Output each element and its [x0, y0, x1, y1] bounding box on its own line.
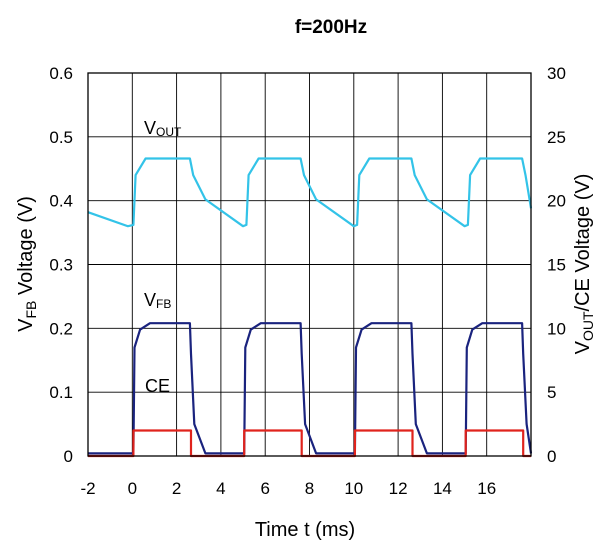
x-tick-label: -2 [80, 479, 95, 498]
chart-title: f=200Hz [295, 17, 367, 38]
x-tick-label: 16 [477, 479, 496, 498]
series-label-vout: VOUT [144, 118, 182, 139]
left-y-tick-label: 0.4 [49, 192, 73, 211]
left-y-tick-label: 0.6 [49, 64, 73, 83]
series-line-vout [87, 157, 533, 228]
left-y-tick-label: 0.3 [49, 256, 73, 275]
x-tick-label: 4 [216, 479, 225, 498]
right-y-tick-labels: 0 5 10 15 20 25 30 [547, 64, 566, 466]
x-tick-label: 0 [128, 479, 137, 498]
right-y-axis-label: VOUT/CE Voltage (V) [572, 174, 596, 355]
x-tick-labels: -2 0 2 4 6 8 10 12 14 16 [80, 479, 496, 498]
right-y-label-sub: OUT [580, 311, 596, 341]
series-labels: VOUT VFB CE [144, 118, 182, 396]
left-y-label-v: V [15, 318, 37, 332]
right-y-tick-label: 5 [547, 383, 556, 402]
x-tick-label: 2 [172, 479, 181, 498]
left-y-tick-label: 0.5 [49, 128, 73, 147]
left-y-tick-label: 0 [64, 447, 73, 466]
right-y-tick-label: 30 [547, 64, 566, 83]
right-y-tick-label: 10 [547, 319, 566, 338]
plot-frame [87, 72, 532, 457]
x-tick-label: 12 [389, 479, 408, 498]
left-y-label-sub: FB [23, 301, 39, 319]
left-y-tick-labels: 0 0.1 0.2 0.3 0.4 0.5 0.6 [49, 64, 73, 466]
x-tick-label: 14 [433, 479, 452, 498]
left-y-label-rest: Voltage (V) [15, 196, 37, 301]
right-y-label-v: V [572, 340, 594, 354]
x-tick-label: 8 [305, 479, 314, 498]
x-tick-label: 6 [260, 479, 269, 498]
left-y-tick-label: 0.1 [49, 383, 73, 402]
left-y-tick-label: 0.2 [49, 319, 73, 338]
right-y-tick-label: 15 [547, 256, 566, 275]
x-tick-label: 10 [344, 479, 363, 498]
right-y-tick-label: 20 [547, 192, 566, 211]
series-line-vfb [88, 322, 533, 455]
series-label-vfb: VFB [144, 290, 171, 311]
left-y-axis-label: VFB Voltage (V) [15, 196, 39, 332]
grid [88, 73, 531, 456]
right-y-label-rest: /CE Voltage (V) [572, 174, 594, 312]
series-label-ce: CE [145, 376, 170, 396]
right-y-tick-label: 25 [547, 128, 566, 147]
x-axis-label: Time t (ms) [255, 519, 355, 541]
right-y-tick-label: 0 [547, 447, 556, 466]
